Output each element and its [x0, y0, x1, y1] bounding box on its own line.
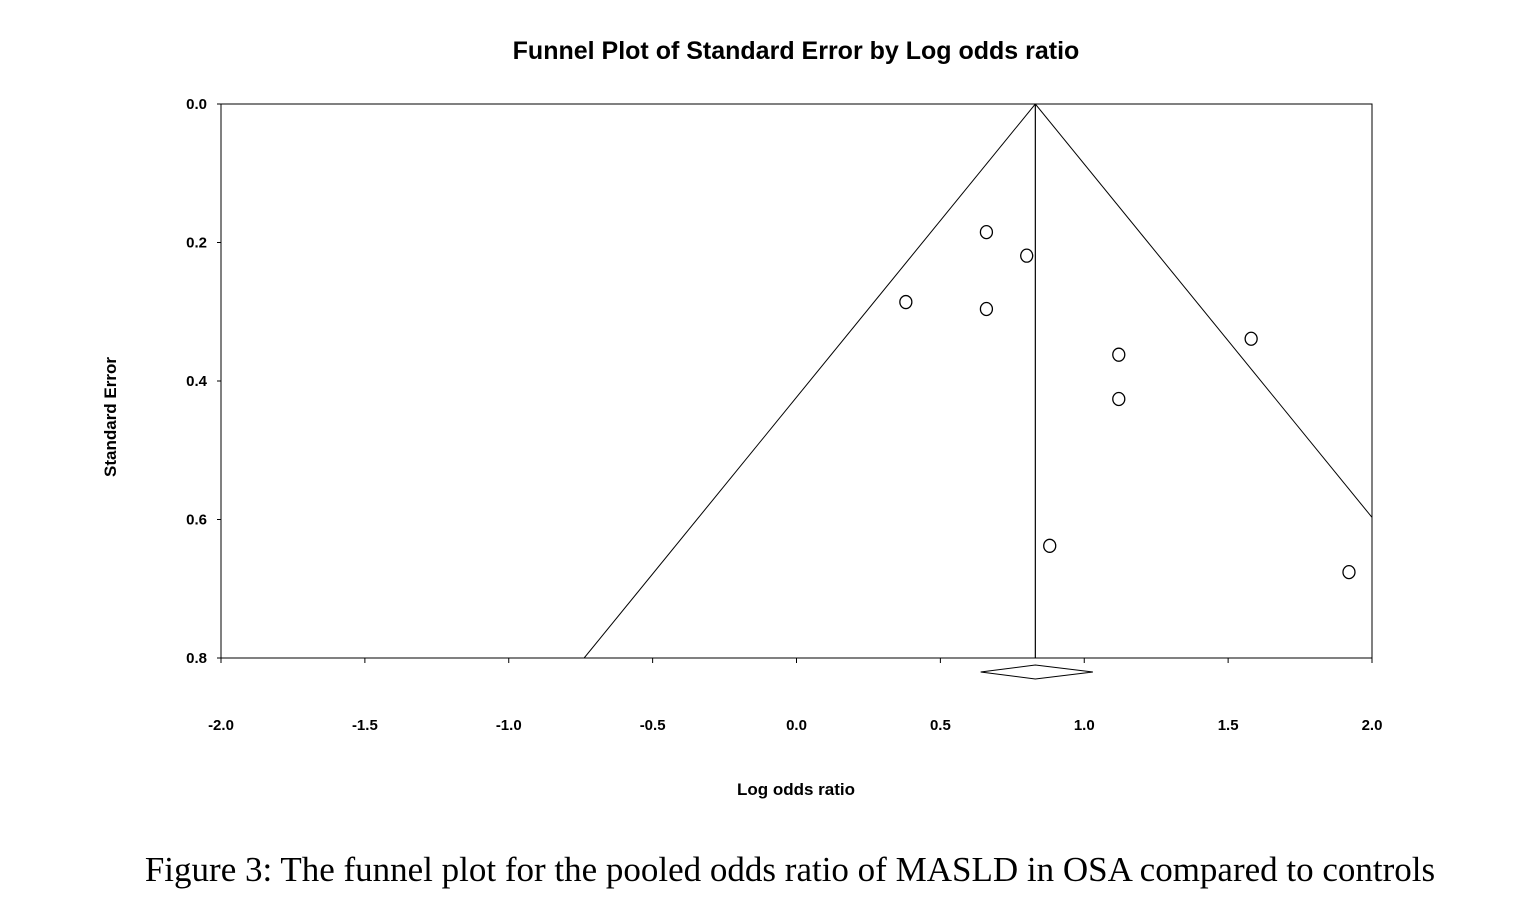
x-tick-label: -0.5 — [640, 717, 666, 734]
x-tick-label: 1.5 — [1218, 717, 1239, 734]
chart-title: Funnel Plot of Standard Error by Log odd… — [513, 37, 1080, 65]
y-tick-label: 0.8 — [186, 650, 207, 667]
study-point — [979, 301, 994, 317]
x-tick-label: -2.0 — [208, 717, 234, 734]
x-tick-label: -1.5 — [352, 717, 378, 734]
pooled-estimate-diamond — [980, 664, 1093, 680]
y-axis-label: Standard Error — [101, 357, 120, 477]
x-tick-label: 0.0 — [786, 717, 807, 734]
funnel-right-line — [1034, 104, 1372, 519]
y-tick-label: 0.0 — [186, 96, 207, 113]
y-tick-label: 0.2 — [186, 235, 207, 252]
y-tick-label: 0.6 — [186, 512, 207, 529]
study-point — [1112, 347, 1126, 362]
plot-frame — [220, 103, 1373, 659]
funnel-left-line — [583, 104, 1036, 658]
x-tick-label: 2.0 — [1362, 717, 1383, 734]
study-point — [1020, 248, 1034, 263]
study-point — [1342, 564, 1356, 580]
study-point — [899, 294, 913, 310]
x-tick-label: 1.0 — [1074, 717, 1095, 734]
x-axis-label: Log odds ratio — [737, 780, 855, 799]
x-tick-label: 0.5 — [930, 717, 951, 734]
study-point — [1043, 538, 1057, 553]
study-point — [979, 224, 994, 240]
study-point — [1112, 391, 1126, 407]
figure-caption: Figure 3: The funnel plot for the pooled… — [144, 850, 1436, 889]
y-tick-label: 0.4 — [186, 373, 208, 390]
study-point — [1244, 331, 1258, 346]
x-tick-label: -1.0 — [496, 717, 522, 734]
funnel-plot: Funnel Plot of Standard Error by Log odd… — [101, 37, 1383, 799]
